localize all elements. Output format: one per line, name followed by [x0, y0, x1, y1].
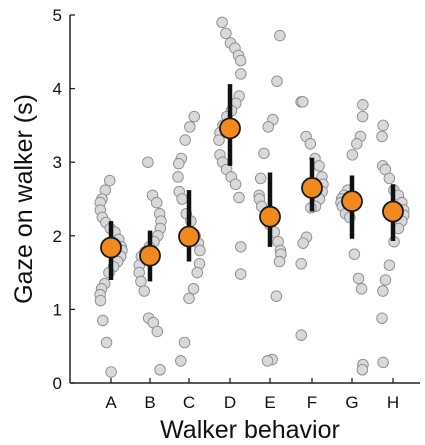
data-point: [352, 272, 365, 285]
data-point: [304, 138, 317, 150]
x-tick-label: C: [183, 393, 195, 412]
data-point: [346, 149, 359, 161]
data-point: [271, 75, 283, 87]
x-tick-label: H: [387, 393, 399, 412]
data-point: [355, 283, 368, 295]
x-tick-label: F: [307, 393, 317, 412]
data-point: [383, 172, 396, 185]
data-point: [178, 336, 191, 349]
data-point: [383, 259, 396, 271]
x-tick-label: B: [144, 393, 155, 412]
data-point: [297, 237, 309, 249]
data-point: [183, 292, 195, 305]
data-point: [151, 325, 164, 338]
data-point: [234, 54, 247, 67]
y-tick-labels: 0 1 2 3 4 5: [53, 6, 62, 393]
y-axis-label: Gaze on walker (s): [10, 94, 38, 304]
data-point: [357, 99, 369, 111]
data-point: [103, 174, 116, 187]
mean-marker: [259, 205, 281, 228]
data-point: [262, 121, 275, 133]
data-point: [173, 157, 185, 170]
data-point: [379, 274, 392, 286]
data-point: [254, 172, 267, 185]
data-point: [94, 294, 107, 307]
data-point: [97, 314, 109, 327]
data-point: [261, 355, 274, 367]
data-point: [188, 110, 200, 123]
mean-marker: [219, 117, 241, 140]
data-point: [235, 241, 247, 253]
data-point: [376, 130, 388, 143]
data-point: [213, 134, 225, 146]
data-point: [274, 29, 286, 42]
mean-marker: [139, 244, 161, 267]
mean-marker: [382, 200, 404, 223]
data-point: [356, 110, 369, 123]
x-tick-label: D: [224, 393, 236, 412]
mean-marker: [301, 177, 323, 199]
data-point: [175, 355, 187, 367]
data-point: [172, 171, 184, 183]
data-point: [351, 138, 363, 150]
y-tick-label: 1: [53, 300, 62, 319]
data-point: [235, 68, 247, 80]
data-point: [138, 285, 151, 297]
data-point: [233, 191, 245, 204]
mean-marker: [178, 225, 200, 248]
data-point: [295, 329, 308, 341]
data-point: [176, 193, 188, 205]
data-point: [377, 285, 389, 297]
axes: [69, 14, 420, 384]
data-point: [313, 160, 325, 172]
data-point: [348, 248, 361, 260]
mean-marker: [100, 236, 122, 259]
mean-marker: [341, 190, 363, 213]
x-tick-label: A: [105, 393, 117, 412]
y-tick-label: 0: [53, 374, 62, 393]
data-point: [356, 364, 369, 376]
data-point: [184, 121, 196, 133]
data-point: [154, 364, 166, 376]
x-tick-labels: A B C D E F G H: [105, 393, 399, 412]
data-point: [187, 283, 200, 295]
data-point: [220, 27, 232, 40]
y-tick-label: 2: [53, 227, 62, 246]
y-tick-label: 3: [53, 153, 62, 172]
data-point: [270, 290, 283, 302]
data-point: [216, 16, 228, 29]
data-point: [105, 366, 117, 378]
data-point: [273, 255, 286, 268]
data-point: [135, 275, 147, 288]
data-point: [194, 244, 206, 257]
data-point: [258, 147, 270, 160]
data-point: [295, 258, 307, 270]
x-tick-label: G: [345, 393, 358, 412]
data-point: [150, 196, 163, 209]
x-axis-label: Walker behavior: [160, 416, 340, 444]
data-point: [191, 266, 204, 279]
data-point: [142, 156, 154, 168]
data-point: [376, 312, 388, 324]
y-tick-label: 4: [53, 80, 62, 99]
data-point: [377, 119, 389, 132]
data-point: [234, 268, 247, 280]
data-point: [377, 356, 389, 369]
data-point: [100, 336, 113, 349]
data-point: [179, 134, 191, 146]
data-point: [297, 96, 309, 108]
data-point: [229, 178, 242, 191]
mean-markers-layer: [100, 117, 404, 267]
x-tick-label: E: [264, 393, 275, 412]
y-tick-label: 5: [53, 6, 62, 25]
